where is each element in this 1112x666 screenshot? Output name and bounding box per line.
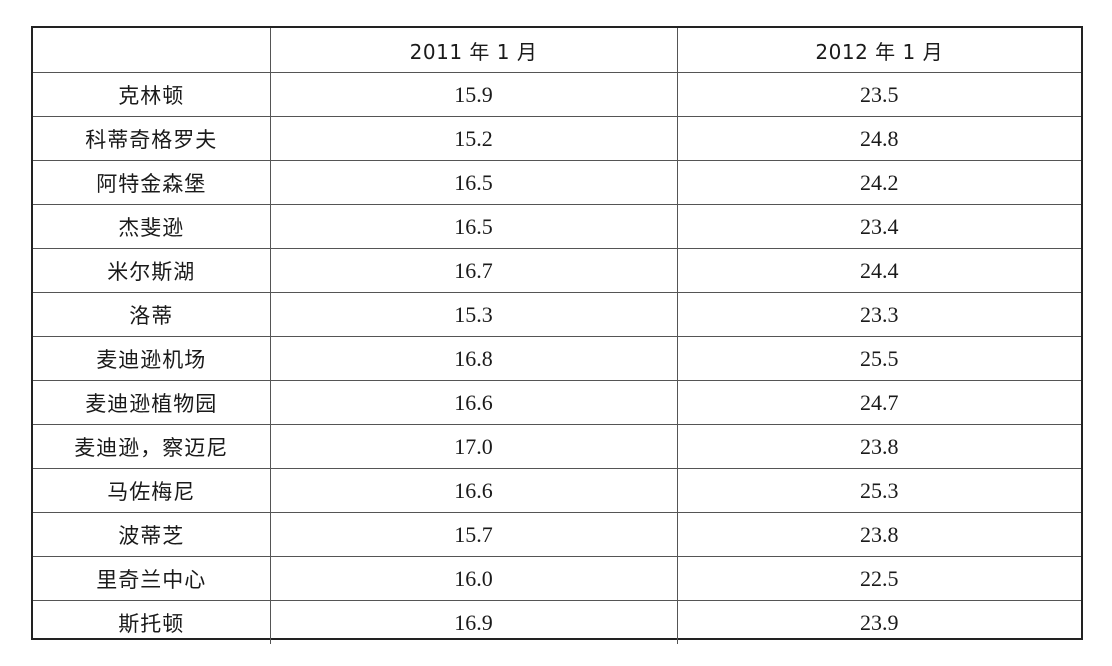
station-name: 麦迪逊，察迈尼 <box>33 424 271 469</box>
station-name: 洛蒂 <box>33 292 271 337</box>
header-station <box>33 28 271 73</box>
station-name: 阿特金森堡 <box>33 160 271 205</box>
station-name: 波蒂芝 <box>33 512 271 557</box>
table-row: 洛蒂 15.3 23.3 <box>33 292 1081 337</box>
value-2012: 23.8 <box>676 424 1081 469</box>
station-name: 马佐梅尼 <box>33 468 271 513</box>
station-name: 克林顿 <box>33 72 271 117</box>
value-2012: 25.5 <box>676 336 1081 381</box>
value-2011: 16.5 <box>269 204 678 249</box>
table-row: 麦迪逊，察迈尼 17.0 23.8 <box>33 424 1081 469</box>
table-row: 科蒂奇格罗夫 15.2 24.8 <box>33 116 1081 161</box>
station-name: 麦迪逊机场 <box>33 336 271 381</box>
value-2012: 24.7 <box>676 380 1081 425</box>
value-2011: 15.2 <box>269 116 678 161</box>
station-name: 麦迪逊植物园 <box>33 380 271 425</box>
temperature-table: 2011 年 1 月 2012 年 1 月 克林顿 15.9 23.5 科蒂奇格… <box>33 28 1081 644</box>
station-name: 里奇兰中心 <box>33 556 271 601</box>
value-2012: 23.8 <box>676 512 1081 557</box>
table-row: 阿特金森堡 16.5 24.2 <box>33 160 1081 205</box>
value-2011: 15.3 <box>269 292 678 337</box>
table-row: 波蒂芝 15.7 23.8 <box>33 512 1081 557</box>
table-row: 麦迪逊植物园 16.6 24.7 <box>33 380 1081 425</box>
value-2011: 15.7 <box>269 512 678 557</box>
table-row: 里奇兰中心 16.0 22.5 <box>33 556 1081 601</box>
data-table-frame: 2011 年 1 月 2012 年 1 月 克林顿 15.9 23.5 科蒂奇格… <box>31 26 1083 644</box>
value-2012: 24.4 <box>676 248 1081 293</box>
table-row: 杰斐逊 16.5 23.4 <box>33 204 1081 249</box>
station-name: 米尔斯湖 <box>33 248 271 293</box>
value-2012: 24.8 <box>676 116 1081 161</box>
table-row: 米尔斯湖 16.7 24.4 <box>33 248 1081 293</box>
value-2011: 16.6 <box>269 380 678 425</box>
table-row: 克林顿 15.9 23.5 <box>33 72 1081 117</box>
value-2011: 16.5 <box>269 160 678 205</box>
value-2012: 23.3 <box>676 292 1081 337</box>
station-name: 杰斐逊 <box>33 204 271 249</box>
value-2012: 22.5 <box>676 556 1081 601</box>
value-2011: 16.6 <box>269 468 678 513</box>
header-2011-jan: 2011 年 1 月 <box>269 28 678 73</box>
value-2012: 23.5 <box>676 72 1081 117</box>
value-2011: 16.7 <box>269 248 678 293</box>
table-row: 斯托顿 16.9 23.9 <box>33 600 1081 644</box>
table-row: 马佐梅尼 16.6 25.3 <box>33 468 1081 513</box>
value-2012: 25.3 <box>676 468 1081 513</box>
table-row: 麦迪逊机场 16.8 25.5 <box>33 336 1081 381</box>
value-2012: 23.9 <box>676 600 1081 644</box>
value-2011: 16.9 <box>269 600 678 644</box>
value-2011: 16.0 <box>269 556 678 601</box>
value-2012: 23.4 <box>676 204 1081 249</box>
station-name: 斯托顿 <box>33 600 271 644</box>
header-2012-jan: 2012 年 1 月 <box>676 28 1081 73</box>
value-2011: 16.8 <box>269 336 678 381</box>
value-2011: 15.9 <box>269 72 678 117</box>
value-2012: 24.2 <box>676 160 1081 205</box>
value-2011: 17.0 <box>269 424 678 469</box>
table-header-row: 2011 年 1 月 2012 年 1 月 <box>33 28 1081 73</box>
station-name: 科蒂奇格罗夫 <box>33 116 271 161</box>
